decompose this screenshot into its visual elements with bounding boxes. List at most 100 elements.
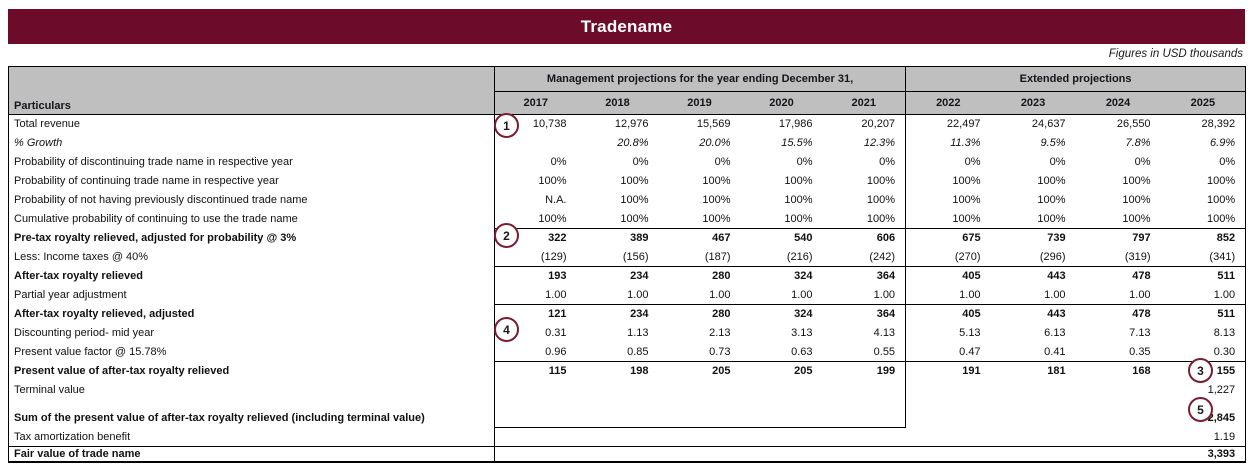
cell-r12-c3: 0.63 (740, 342, 823, 362)
row-label: Probability of continuing trade name in … (8, 171, 495, 191)
table-row: Probability of not having previously dis… (8, 190, 1246, 210)
cell-r2-c3: 0% (796, 156, 813, 168)
row-label: Sum of the present value of after-tax ro… (8, 408, 495, 428)
cell-r6-c7: 797 (1132, 232, 1151, 245)
cell-r6-c0: 322 (548, 232, 567, 245)
cell-r7-c0: (129) (494, 247, 577, 267)
cell-r13-c8: 155 (1216, 365, 1236, 378)
cell-r0-c4: 20,207 (822, 114, 907, 134)
cell-r4-c8: 100% (1206, 194, 1236, 206)
cell-r5-c8: 100% (1160, 209, 1246, 229)
cell-r13-c7: 168 (1132, 365, 1151, 378)
cell-r14-c5 (906, 381, 991, 400)
cell-r0-c7: 26,550 (1116, 118, 1151, 131)
cell-r16-c3 (740, 408, 823, 428)
cell-r18-c5 (906, 447, 991, 462)
cell-r18-c2 (659, 447, 741, 462)
cell-r1-c2: 20.0% (699, 137, 731, 149)
cell-r0-c6: 24,637 (1031, 118, 1066, 131)
cell-r12-c6: 0.41 (990, 342, 1076, 362)
cell-r15-c0 (495, 400, 577, 409)
cell-r14-c7 (1076, 381, 1161, 400)
cell-r11-c1: 1.13 (627, 327, 649, 339)
table-row: After-tax royalty relieved, adjusted 121 2… (8, 304, 1246, 324)
cell-r12-c0: 0.96 (494, 342, 577, 362)
cell-r17-c1 (576, 427, 659, 447)
title-bar: Tradename (8, 9, 1245, 44)
cell-r3-c4: 100% (822, 171, 907, 191)
table-row: Total revenue 10,738 12,976 15,569 17,986 20,… (8, 114, 1246, 134)
cell-r12-c7: 0.35 (1075, 342, 1161, 362)
table-row: Tax amortization benefit 1.19 (8, 427, 1246, 447)
table-row: Probability of continuing trade name in … (8, 171, 1246, 191)
cell-r16-c5 (906, 409, 991, 428)
year-header-2017: 2017 (494, 91, 577, 115)
row-label: Pre-tax royalty relieved, adjusted for p… (8, 228, 495, 248)
cell-r10-c5: 405 (962, 308, 981, 321)
cell-r11-c5: 5.13 (959, 327, 981, 339)
cell-r0-c0: 10,738 (532, 118, 567, 131)
row-label: After-tax royalty relieved, adjusted (8, 304, 495, 324)
cell-r10-c0: 121 (548, 308, 567, 321)
cell-r10-c6: 443 (1047, 308, 1066, 321)
year-header-2019: 2019 (658, 91, 741, 115)
year-header-2023: 2023 (990, 91, 1076, 115)
cell-r14-c4 (822, 380, 907, 400)
page-title: Tradename (580, 16, 673, 36)
cell-r14-c2 (659, 381, 741, 400)
cell-r3-c1: 100% (620, 175, 649, 187)
cell-r7-c2: (187) (658, 247, 741, 267)
cell-r9-c0: 1.00 (494, 285, 577, 305)
cell-r2-c6: 0% (1049, 156, 1066, 168)
cell-r8-c2: 280 (712, 270, 731, 283)
cell-r13-c1: 198 (630, 365, 649, 378)
year-header-2024: 2024 (1075, 91, 1161, 115)
table-row: Pre-tax royalty relieved, adjusted for p… (8, 228, 1246, 248)
row-label: Present value factor @ 15.78% (8, 342, 495, 362)
cell-r5-c1: 100% (576, 209, 659, 229)
row-label: % Growth (8, 133, 495, 153)
cell-r10-c7: 478 (1132, 308, 1151, 321)
row-label (8, 399, 495, 409)
cell-r11-c3: 3.13 (791, 327, 813, 339)
cell-r9-c7: 1.00 (1075, 285, 1161, 305)
table-body: Total revenue 10,738 12,976 15,569 17,986 20,… (8, 114, 1246, 462)
cell-r9-c6: 1.00 (990, 285, 1076, 305)
table-row: Cumulative probability of continuing to … (8, 209, 1246, 229)
cell-r16-c2 (658, 408, 741, 428)
annotation-circle-2: 2 (494, 223, 519, 248)
table-row: Present value factor @ 15.78% 0.96 0.85 0.7… (8, 342, 1246, 362)
row-label: Total revenue (8, 114, 495, 134)
cell-r9-c3: 1.00 (740, 285, 823, 305)
cell-r2-c2: 0% (714, 156, 731, 168)
cell-r7-c7: (319) (1075, 247, 1161, 267)
cell-r16-c8: 2,845 (1207, 412, 1236, 424)
row-label: Terminal value (8, 380, 495, 400)
table-row: Present value of after-tax royalty relie… (8, 361, 1246, 381)
cell-r11-c0: 0.31 (545, 327, 567, 339)
cell-r16-c6 (991, 409, 1076, 428)
cell-r15-c1 (577, 400, 659, 409)
cell-r8-c4: 364 (822, 266, 907, 286)
row-label: Tax amortization benefit (8, 427, 495, 447)
years-header-row: 2017 2018 2019 2020 2021 2022 2023 2024 2025 (8, 91, 1246, 115)
cell-r18-c4 (823, 447, 906, 462)
cell-r6-c8: 852 (1216, 232, 1236, 245)
cell-r4-c4: 100% (822, 190, 907, 210)
cell-r16-c1 (576, 408, 659, 428)
cell-r8-c8: 511 (1217, 270, 1236, 283)
annotation-circle-3: 3 (1188, 358, 1213, 383)
cell-r7-c5: (270) (905, 247, 991, 267)
cell-r5-c5: 100% (905, 209, 991, 229)
cell-r18-c3 (741, 447, 823, 462)
cell-r15-c3 (741, 400, 823, 409)
cell-r2-c8: 0% (1219, 156, 1236, 168)
cell-r15-c7 (1076, 400, 1161, 409)
cell-r5-c7: 100% (1075, 209, 1161, 229)
cell-r3-c8: 100% (1206, 175, 1236, 187)
cell-r17-c8: 1.19 (1160, 427, 1246, 447)
cell-r12-c5: 0.47 (905, 342, 991, 362)
year-header-2020: 2020 (740, 91, 823, 115)
row-label: Cumulative probability of continuing to … (8, 209, 495, 229)
table-row: After-tax royalty relieved 193 234 280 324 36… (8, 266, 1246, 286)
